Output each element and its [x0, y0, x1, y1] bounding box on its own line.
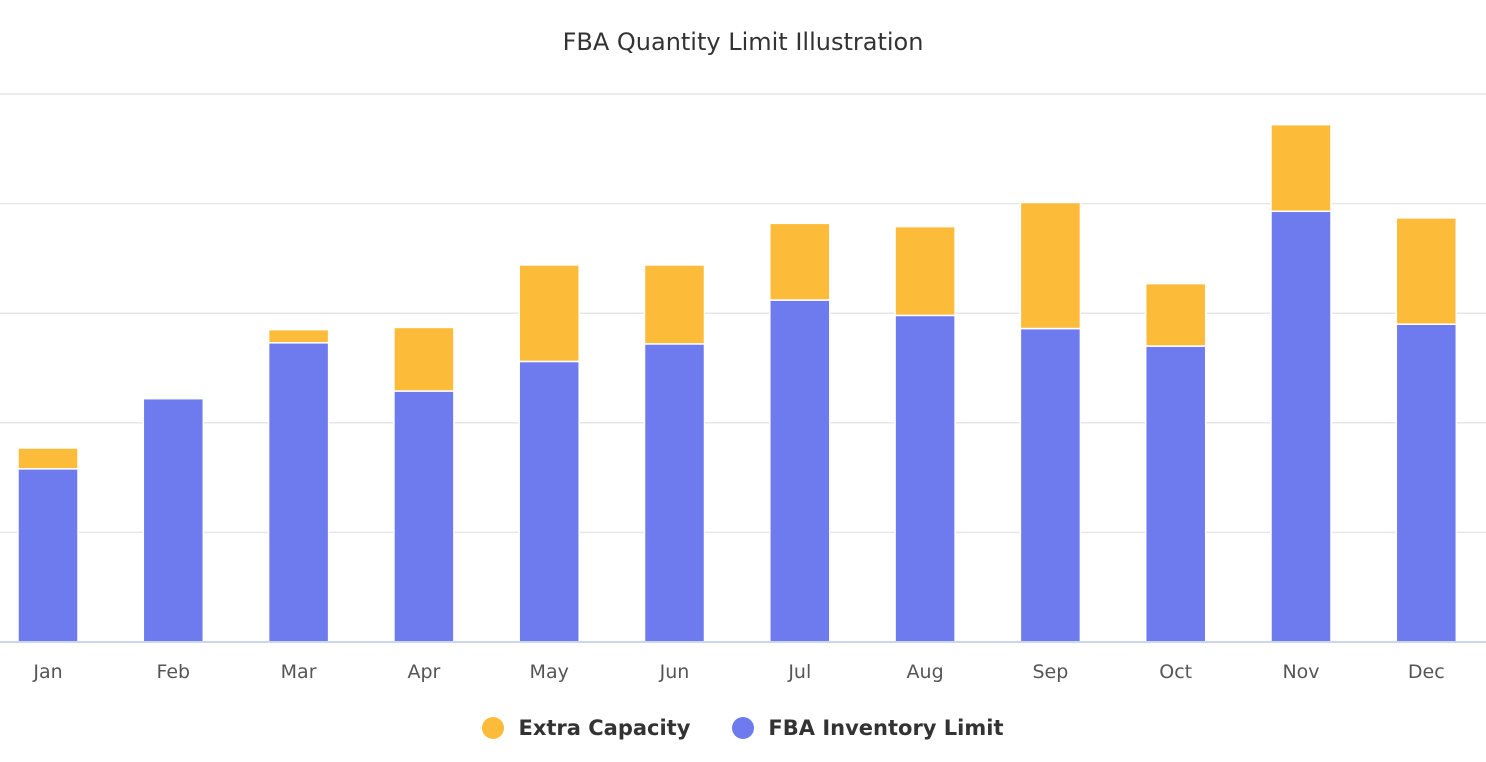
legend-label-fba-inventory-limit: FBA Inventory Limit	[768, 716, 1004, 740]
x-tick-label-jun: Jun	[659, 661, 690, 683]
bar-extra-capacity-sep[interactable]	[1019, 201, 1082, 330]
bar-fba-inventory-limit-dec[interactable]	[1395, 323, 1458, 643]
bar-fba-inventory-limit-feb[interactable]	[142, 397, 205, 643]
legend-marker-extra-capacity	[482, 717, 505, 739]
x-tick-label-feb: Feb	[156, 661, 190, 683]
bar-extra-capacity-mar[interactable]	[267, 328, 330, 344]
legend-marker-fba-inventory-limit	[732, 717, 755, 739]
chart-title: FBA Quantity Limit Illustration	[562, 28, 924, 56]
x-tick-label-nov: Nov	[1282, 661, 1319, 683]
x-tick-label-oct: Oct	[1159, 661, 1192, 683]
x-tick-label-jan: Jan	[32, 661, 62, 683]
x-tick-label-dec: Dec	[1408, 661, 1445, 683]
x-tick-label-aug: Aug	[907, 661, 944, 683]
bar-fba-inventory-limit-jan[interactable]	[17, 468, 79, 643]
legend-item-extra-capacity[interactable]: Extra Capacity	[482, 716, 690, 740]
bar-fba-inventory-limit-jul[interactable]	[769, 299, 831, 643]
bars	[17, 123, 1458, 643]
x-tick-label-sep: Sep	[1032, 661, 1068, 683]
bar-fba-inventory-limit-jun[interactable]	[643, 343, 706, 643]
legend-item-fba-inventory-limit[interactable]: FBA Inventory Limit	[732, 716, 1004, 740]
gridlines	[0, 93, 1486, 534]
x-tick-label-mar: Mar	[281, 661, 317, 683]
legend-label-extra-capacity: Extra Capacity	[518, 716, 691, 740]
x-tick-label-jul: Jul	[787, 661, 811, 683]
bar-fba-inventory-limit-sep[interactable]	[1019, 327, 1082, 643]
chart-plot-area: Jan Feb Mar Apr May Jun Jul Aug Sep Oct Nov Dec	[0, 93, 1486, 683]
legend: Extra Capacity FBA Inventory Limit	[0, 716, 1486, 740]
bar-fba-inventory-limit-mar[interactable]	[267, 342, 330, 643]
bar-extra-capacity-jul[interactable]	[769, 222, 831, 301]
bar-fba-inventory-limit-nov[interactable]	[1270, 210, 1332, 643]
bar-extra-capacity-jun[interactable]	[643, 264, 706, 345]
bar-extra-capacity-dec[interactable]	[1395, 217, 1458, 325]
bar-fba-inventory-limit-apr[interactable]	[393, 390, 455, 643]
bar-extra-capacity-oct[interactable]	[1144, 282, 1207, 347]
bar-extra-capacity-jan[interactable]	[17, 447, 79, 470]
bar-extra-capacity-apr[interactable]	[393, 326, 455, 392]
bar-extra-capacity-may[interactable]	[518, 264, 580, 363]
bar-fba-inventory-limit-oct[interactable]	[1144, 345, 1207, 643]
bar-fba-inventory-limit-aug[interactable]	[894, 314, 956, 643]
bar-extra-capacity-aug[interactable]	[894, 225, 956, 317]
x-tick-labels: Jan Feb Mar Apr May Jun Jul Aug Sep Oct Nov Dec	[32, 661, 1444, 683]
bar-extra-capacity-nov[interactable]	[1270, 123, 1332, 213]
x-tick-label-apr: Apr	[407, 661, 440, 683]
bar-fba-inventory-limit-may[interactable]	[518, 360, 580, 643]
x-tick-label-may: May	[530, 661, 569, 683]
